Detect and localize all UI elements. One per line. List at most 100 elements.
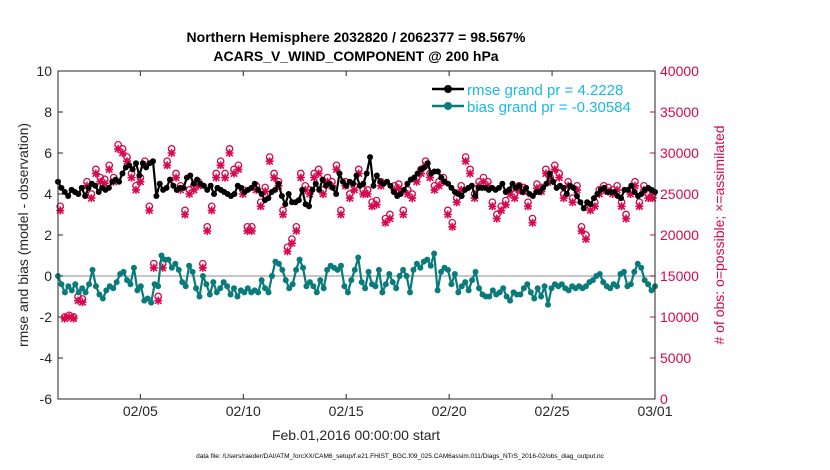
bias-point	[614, 283, 621, 290]
obs-assimilated-point	[354, 169, 363, 178]
obs-assimilated-point	[412, 177, 421, 186]
bias-point	[179, 279, 186, 286]
obs-assimilated-point	[265, 157, 274, 166]
rmse-point	[116, 178, 123, 185]
legend-rmse-marker	[444, 85, 452, 93]
rmse-point	[499, 180, 506, 187]
bias-point	[296, 256, 303, 263]
bias-point	[92, 283, 99, 290]
rmse-point	[448, 184, 455, 191]
rmse-point	[373, 172, 380, 179]
rmse-point	[519, 188, 526, 195]
rmse-point	[166, 176, 173, 183]
rmse-point	[312, 180, 319, 187]
rmse-point	[319, 176, 326, 183]
obs-assimilated-point	[96, 177, 105, 186]
y-left-tick-label: 2	[44, 227, 52, 243]
obs-assimilated-point	[488, 202, 497, 211]
rmse-point	[92, 182, 99, 189]
bias-point	[306, 279, 313, 286]
bias-point	[186, 262, 193, 269]
obs-assimilated-point	[577, 226, 586, 235]
obs-assimilated-point	[87, 194, 96, 203]
obs-assimilated-point	[492, 214, 501, 223]
obs-assimilated-point	[430, 185, 439, 194]
obs-assimilated-point	[497, 206, 506, 215]
bias-point	[410, 266, 417, 273]
bias-point	[503, 293, 510, 300]
obs-assimilated-point	[448, 222, 457, 231]
obs-assimilated-point	[532, 184, 541, 193]
y-right-tick-label: 10000	[660, 309, 699, 325]
obs-assimilated-point	[479, 177, 488, 186]
bias-point	[365, 268, 372, 275]
obs-assimilated-point	[287, 239, 296, 248]
rmse-point	[82, 193, 89, 200]
bias-point	[520, 285, 527, 292]
y-right-tick-label: 40000	[660, 63, 699, 79]
obs-assimilated-point	[452, 198, 461, 207]
rmse-point	[211, 191, 218, 197]
obs-assimilated-point	[163, 161, 172, 170]
bias-point	[189, 268, 196, 275]
rmse-point	[523, 184, 530, 191]
bias-point	[165, 256, 172, 263]
bias-point	[86, 281, 93, 288]
rmse-point	[75, 191, 82, 197]
bias-point	[89, 266, 96, 273]
bias-point	[244, 285, 251, 292]
rmse-point	[153, 193, 160, 200]
bias-point	[427, 262, 434, 269]
rmse-point	[258, 191, 265, 197]
rmse-point	[61, 188, 68, 195]
rmse-point	[275, 180, 282, 187]
obs-assimilated-point	[221, 173, 230, 182]
obs-assimilated-point	[216, 161, 225, 170]
bias-point	[379, 289, 386, 296]
obs-assimilated-point	[127, 173, 136, 182]
bias-point	[417, 264, 424, 271]
bias-point	[620, 268, 627, 275]
obs-assimilated-point	[243, 226, 252, 235]
bias-point	[199, 273, 206, 279]
rmse-point	[207, 182, 214, 189]
rmse-point	[353, 172, 360, 179]
obs-assimilated-point	[136, 177, 145, 186]
bias-point	[538, 293, 545, 300]
rmse-point	[339, 178, 346, 185]
obs-assimilated-point	[319, 190, 328, 198]
bias-point	[476, 285, 483, 292]
bias-point	[206, 291, 213, 298]
obs-assimilated-point	[56, 206, 65, 215]
rmse-point	[360, 180, 367, 187]
obs-assimilated-point	[408, 194, 417, 203]
bias-point	[293, 266, 300, 273]
bias-point	[155, 283, 162, 290]
footer-data-file: data file: /Users/raeder/DAI/ATM_forcXX/…	[196, 453, 605, 460]
bias-point	[196, 293, 203, 300]
bias-point	[262, 285, 269, 292]
rmse-point	[265, 195, 272, 202]
rmse-point	[434, 168, 441, 175]
obs-assimilated-point	[336, 210, 345, 219]
bias-point	[75, 289, 82, 296]
plot-area	[58, 71, 655, 399]
bias-point	[469, 277, 476, 284]
bias-point	[227, 291, 234, 298]
y-right-tick-label: 25000	[660, 186, 699, 202]
bias-point	[337, 262, 344, 269]
y-left-tick-label: 0	[44, 268, 52, 284]
rmse-point	[560, 184, 567, 191]
bias-point	[334, 266, 341, 273]
bias-point	[110, 285, 117, 292]
rmse-point	[472, 193, 479, 200]
rmse-point	[149, 158, 156, 165]
bias-point	[524, 281, 531, 288]
bias-point	[144, 295, 151, 302]
rmse-point	[570, 184, 577, 191]
rmse-point	[468, 182, 475, 189]
rmse-point	[306, 203, 313, 210]
obs-assimilated-point	[225, 149, 234, 157]
obs-assimilated-point	[617, 202, 626, 211]
obs-assimilated-point	[626, 190, 635, 198]
